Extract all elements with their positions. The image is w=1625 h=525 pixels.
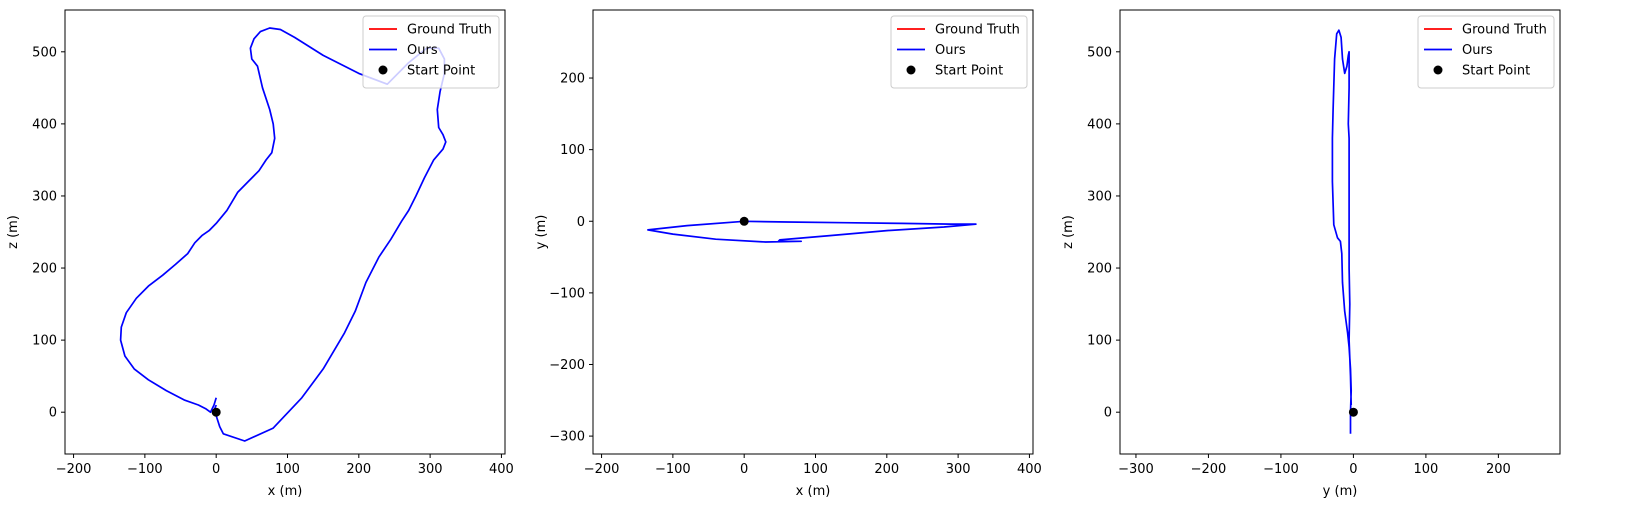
y-tick-label: 100 (560, 143, 585, 158)
axes-frame (1119, 9, 1561, 455)
x-axis-label: x (m) (268, 484, 303, 499)
x-tick-label: −200 (1191, 462, 1227, 477)
legend-label: Ours (407, 43, 438, 58)
y-tick-label: 300 (1087, 189, 1112, 204)
x-tick-label: −200 (56, 462, 92, 477)
legend-marker (906, 65, 916, 75)
y-tick-label: 200 (32, 262, 57, 277)
y-tick-label: 100 (1087, 334, 1112, 349)
series-line-ours (647, 220, 977, 243)
legend-box (890, 15, 1028, 89)
y-axis-label: z (m) (6, 215, 21, 249)
y-tick-label: 0 (49, 406, 57, 421)
x-tick-label: 300 (418, 462, 443, 477)
y-tick-label: 0 (577, 215, 585, 230)
y-tick-label: 400 (32, 117, 57, 132)
x-tick-label: 0 (212, 462, 220, 477)
legend-label: Ours (935, 43, 966, 58)
start-point-marker (739, 216, 749, 226)
legend-marker (1433, 65, 1443, 75)
legend-label: Ours (1462, 43, 1493, 58)
chart-panel-1: −200 −100 0 100 200 300 400 0 100 200 300 400 500 x (… (6, 9, 514, 499)
x-tick-label: 0 (740, 462, 748, 477)
y-tick-label: 0 (1104, 406, 1112, 421)
series-line-ours (1331, 29, 1353, 434)
axes-frame (592, 9, 1034, 455)
y-tick-label: 500 (1087, 45, 1112, 60)
legend-label: Ground Truth (935, 23, 1020, 38)
x-tick-label: 200 (346, 462, 371, 477)
x-tick-label: 400 (489, 462, 514, 477)
y-tick-label: −100 (549, 286, 585, 301)
x-tick-label: −300 (1118, 462, 1154, 477)
legend-label: Start Point (407, 64, 475, 79)
x-axis-label: x (m) (796, 484, 831, 499)
legend: Ground Truth Ours Start Point (890, 15, 1028, 89)
x-tick-label: 200 (1486, 462, 1511, 477)
legend: Ground Truth Ours Start Point (362, 15, 500, 89)
start-point-marker (211, 407, 221, 417)
y-tick-label: 100 (32, 334, 57, 349)
y-tick-label: −200 (549, 358, 585, 373)
y-axis-label: y (m) (534, 215, 549, 250)
legend-label: Start Point (935, 64, 1003, 79)
legend-label: Ground Truth (407, 23, 492, 38)
chart-panel-2: −200 −100 0 100 200 300 400 −300 −200 −100 0 100 200… (534, 9, 1042, 499)
x-tick-label: 0 (1349, 462, 1357, 477)
legend: Ground Truth Ours Start Point (1417, 15, 1555, 89)
x-tick-label: −200 (584, 462, 620, 477)
start-point-marker (1348, 407, 1358, 417)
x-tick-label: −100 (127, 462, 163, 477)
x-axis-label: y (m) (1323, 484, 1358, 499)
legend-marker (378, 65, 388, 75)
x-tick-label: −100 (655, 462, 691, 477)
legend-box (1417, 15, 1555, 89)
axes-frame (64, 9, 506, 455)
x-tick-label: 100 (803, 462, 828, 477)
y-tick-label: 500 (32, 45, 57, 60)
legend-label: Start Point (1462, 64, 1530, 79)
y-tick-label: −300 (549, 430, 585, 445)
legend-box (362, 15, 500, 89)
x-tick-label: 200 (874, 462, 899, 477)
series-line-ours (119, 27, 447, 442)
legend-label: Ground Truth (1462, 23, 1547, 38)
y-tick-label: 200 (560, 72, 585, 87)
y-tick-label: 200 (1087, 262, 1112, 277)
y-axis-label: z (m) (1061, 215, 1076, 249)
y-tick-label: 300 (32, 189, 57, 204)
x-tick-label: 100 (275, 462, 300, 477)
x-tick-label: 300 (946, 462, 971, 477)
x-tick-label: 100 (1413, 462, 1438, 477)
x-tick-label: −100 (1263, 462, 1299, 477)
x-tick-label: 400 (1017, 462, 1042, 477)
y-tick-label: 400 (1087, 117, 1112, 132)
chart-panel-3: −300 −200 −100 0 100 200 0 100 200 300 400 500 y (m)… (1061, 9, 1561, 499)
